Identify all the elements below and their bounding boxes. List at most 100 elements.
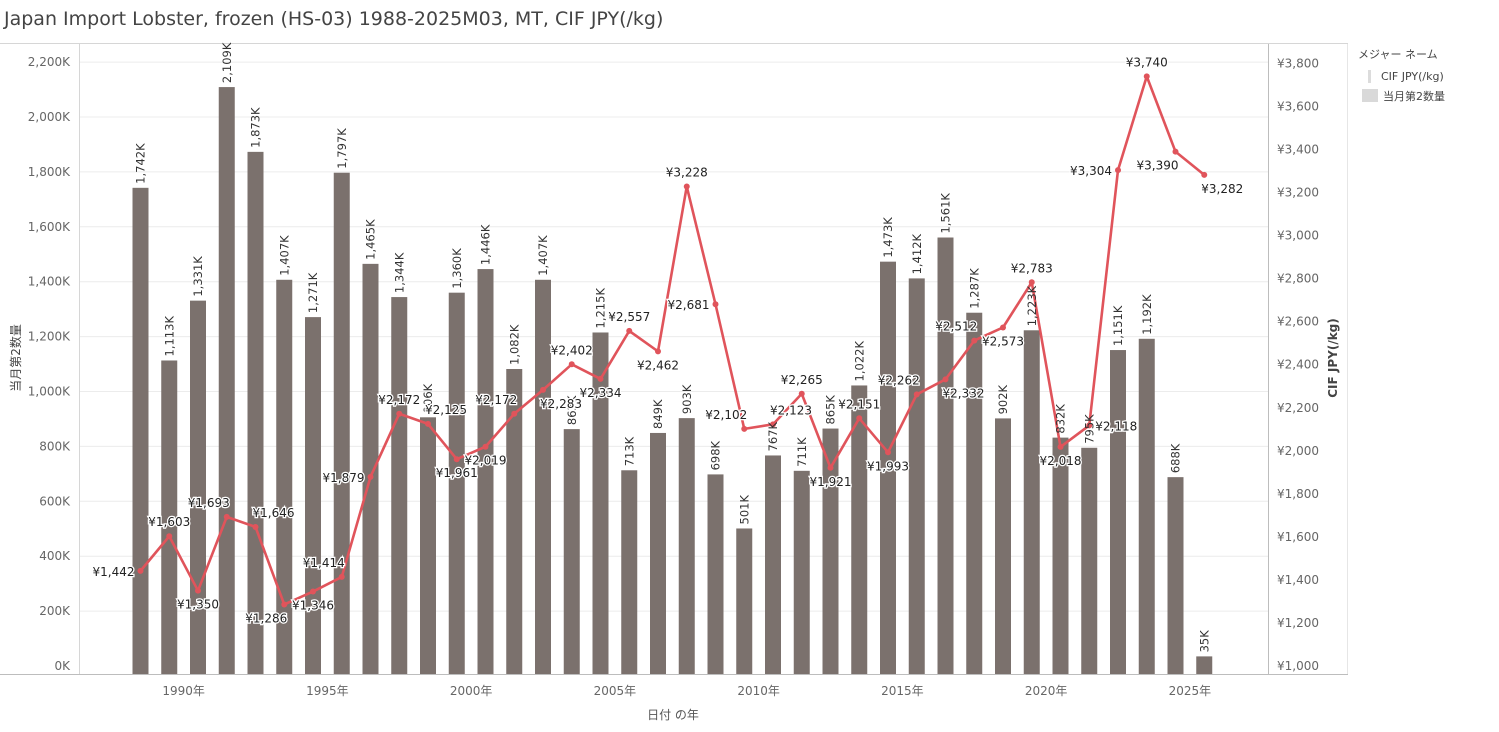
chart-title: Japan Import Lobster, frozen (HS-03) 198… [4, 8, 664, 30]
bar-value-label: 1,561K [939, 193, 953, 234]
bar-value-label: 1,873K [249, 107, 263, 148]
price-point [741, 425, 748, 432]
bar [736, 528, 753, 674]
data-labels: 1,742K 1,113K 1,331K 2,109K 1,873K 1,407K 1,27… [91, 42, 1244, 652]
bar [477, 269, 494, 674]
bar-value-label: 711K [795, 437, 809, 467]
price-point [166, 533, 173, 540]
bar-value-label: 849K [651, 399, 665, 429]
left-tick-label: 1,800K [28, 165, 71, 179]
bar [621, 470, 638, 674]
price-value-label: ¥2,151 [838, 397, 880, 411]
price-point [511, 410, 518, 417]
bar [1167, 477, 1184, 674]
price-value-label: ¥2,681 [668, 298, 710, 312]
price-value-label: ¥2,402 [551, 343, 593, 357]
price-value-label: ¥3,282 [1201, 182, 1243, 196]
price-point [540, 386, 546, 393]
bar-value-label: 1,331K [191, 256, 205, 297]
price-point [1143, 73, 1150, 80]
price-point [971, 337, 978, 344]
price-value-label: ¥2,118 [1095, 419, 1137, 433]
axes: 0K 200K 400K 600K 800K 1,000K 1,200K 1,400K 1,60… [8, 55, 1340, 722]
left-tick-label: 400K [39, 549, 71, 563]
legend-title: メジャー ネーム [1358, 48, 1438, 61]
price-value-label: ¥1,693 [188, 496, 230, 510]
x-tick-label: 2000年 [450, 684, 493, 698]
bar [1023, 330, 1040, 674]
price-point [1115, 167, 1121, 174]
bar [937, 237, 954, 674]
price-point [195, 587, 201, 594]
bar-value-label: 688K [1169, 443, 1183, 473]
right-tick-label: ¥2,600 [1277, 315, 1319, 329]
bar-value-label: 795K [1082, 414, 1096, 444]
price-point [482, 443, 489, 450]
chart-frame [0, 43, 1348, 675]
price-point [367, 473, 374, 480]
price-value-label: ¥2,265 [781, 373, 823, 387]
right-tick-label: ¥2,400 [1277, 358, 1319, 372]
bar [765, 455, 781, 674]
bar-value-label: 1,022K [852, 341, 866, 382]
x-tick-label: 2020年 [1025, 684, 1068, 698]
bar [161, 360, 178, 674]
bar [995, 418, 1011, 674]
price-value-label: ¥1,603 [148, 515, 190, 529]
bar [305, 317, 321, 674]
price-value-label: ¥2,783 [1011, 261, 1053, 275]
bar-value-label: 1,192K [1140, 294, 1154, 335]
bar-value-label: 1,344K [392, 252, 406, 293]
left-tick-label: 600K [39, 494, 71, 508]
legend-item-price[interactable]: CIF JPY(/kg) [1358, 67, 1445, 86]
left-tick-label: 200K [39, 604, 71, 618]
bar [190, 300, 206, 674]
price-value-label: ¥2,172 [378, 393, 420, 407]
left-tick-label: 1,200K [28, 330, 71, 344]
left-tick-label: 0K [54, 659, 71, 673]
right-tick-label: ¥3,800 [1277, 56, 1319, 70]
legend-label-price: CIF JPY(/kg) [1381, 70, 1444, 83]
legend-item-quantity[interactable]: 当月第2数量 [1358, 86, 1445, 105]
bar-value-label: 767K [766, 422, 780, 452]
bar-value-label: 863K [565, 395, 579, 425]
right-tick-label: ¥3,400 [1277, 143, 1319, 157]
bar [218, 87, 235, 675]
price-point [252, 523, 259, 530]
bar-value-label: 1,407K [536, 235, 550, 276]
price-value-label: ¥2,557 [608, 310, 650, 324]
bar [420, 417, 436, 674]
x-tick-label: 2010年 [737, 684, 780, 698]
bar [1081, 447, 1098, 674]
price-point [712, 301, 719, 308]
right-tick-label: ¥2,200 [1277, 401, 1319, 415]
price-value-label: ¥2,332 [943, 386, 985, 400]
bar [506, 368, 523, 674]
price-point [1000, 324, 1006, 331]
gridlines [79, 61, 1268, 612]
bar-value-label: 902K [996, 384, 1010, 414]
price-value-label: ¥3,390 [1137, 159, 1179, 173]
bar [391, 297, 408, 674]
bar-value-label: 865K [824, 395, 838, 425]
line-swatch-icon [1368, 70, 1371, 83]
right-tick-label: ¥3,200 [1277, 186, 1319, 200]
price-value-label: ¥2,123 [770, 403, 812, 417]
bar-value-label: 1,215K [594, 288, 608, 329]
price-value-label: ¥2,102 [705, 408, 747, 422]
bar-swatch-icon [1362, 89, 1378, 102]
price-point [597, 375, 604, 382]
price-point [425, 420, 431, 427]
left-tick-label: 2,000K [28, 110, 71, 124]
right-tick-label: ¥1,400 [1277, 573, 1319, 587]
price-point [770, 421, 776, 428]
price-value-label: ¥1,350 [177, 598, 219, 612]
price-point [453, 456, 460, 463]
bar [678, 418, 695, 674]
price-value-label: ¥2,262 [878, 373, 920, 387]
right-tick-label: ¥3,000 [1277, 229, 1319, 243]
price-value-label: ¥2,462 [637, 358, 679, 372]
left-tick-label: 2,200K [28, 55, 71, 69]
price-value-label: ¥2,018 [1040, 454, 1082, 468]
